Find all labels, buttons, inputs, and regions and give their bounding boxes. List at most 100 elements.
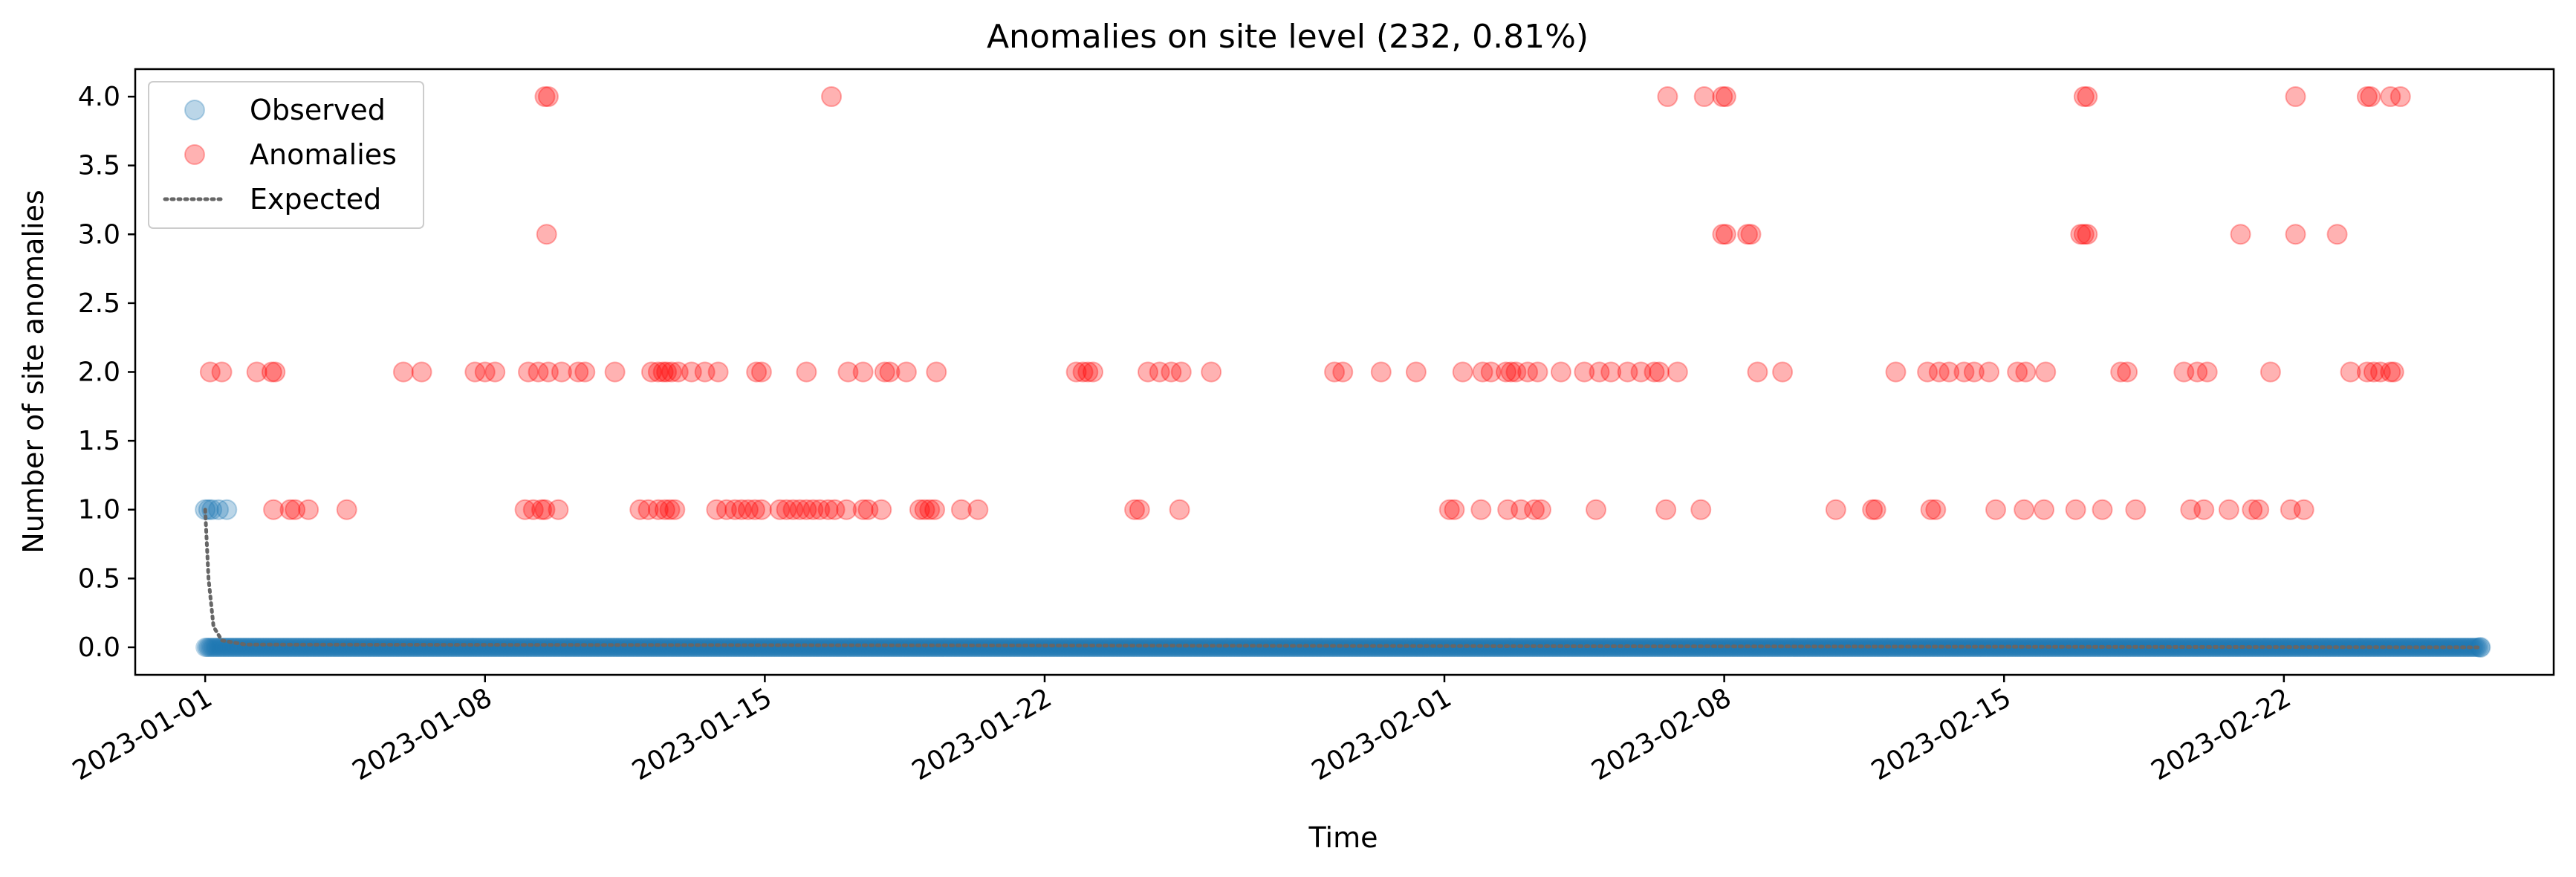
observed-point xyxy=(815,637,835,657)
observed-point xyxy=(253,637,273,657)
observed-point xyxy=(645,637,665,657)
observed-point xyxy=(2129,637,2149,657)
observed-point xyxy=(744,637,765,657)
observed-point xyxy=(1253,637,1273,657)
observed-point xyxy=(1621,637,1641,657)
observed-point xyxy=(932,637,951,657)
anomaly-point xyxy=(817,499,839,520)
observed-point xyxy=(725,637,745,657)
observed-point xyxy=(633,637,653,657)
observed-point xyxy=(2155,637,2176,657)
anomaly-point xyxy=(776,499,797,520)
observed-point xyxy=(1534,637,1554,657)
observed-point xyxy=(1667,637,1687,657)
observed-point xyxy=(1493,637,1513,657)
observed-point xyxy=(929,637,950,657)
anomaly-point xyxy=(852,499,874,520)
observed-point xyxy=(770,637,790,657)
anomaly-point xyxy=(2285,224,2306,245)
anomaly-point xyxy=(263,499,285,520)
anomaly-point xyxy=(661,361,682,383)
observed-point xyxy=(936,637,956,657)
observed-point xyxy=(940,637,960,657)
observed-point xyxy=(1233,637,1253,657)
observed-point xyxy=(495,637,515,657)
observed-point xyxy=(606,637,626,657)
observed-point xyxy=(453,637,473,657)
observed-point xyxy=(264,637,284,657)
observed-point xyxy=(1186,637,1206,657)
observed-point xyxy=(1781,637,1801,657)
observed-point xyxy=(1727,637,1748,657)
observed-point xyxy=(1399,637,1419,657)
observed-point xyxy=(285,637,305,657)
observed-point xyxy=(570,637,590,657)
observed-point xyxy=(1120,637,1140,657)
observed-point xyxy=(464,637,484,657)
observed-point xyxy=(810,637,830,657)
observed-point xyxy=(2182,637,2202,657)
anomaly-point xyxy=(919,499,941,520)
observed-point xyxy=(638,637,658,657)
anomaly-point xyxy=(1065,361,1087,383)
observed-point xyxy=(888,637,908,657)
observed-point xyxy=(207,637,227,657)
observed-point xyxy=(580,637,600,657)
observed-point xyxy=(2470,637,2491,657)
y-tick-label: 1.5 xyxy=(78,426,120,456)
observed-point xyxy=(417,637,437,657)
observed-point xyxy=(1091,637,1112,657)
observed-point xyxy=(536,637,557,657)
observed-point xyxy=(953,637,973,657)
observed-point xyxy=(831,637,851,657)
y-tick-label: 4.0 xyxy=(78,82,120,112)
observed-point xyxy=(398,637,418,657)
observed-point xyxy=(392,637,412,657)
observed-point xyxy=(272,637,292,657)
anomaly-point xyxy=(744,499,765,520)
observed-point xyxy=(1386,637,1406,657)
observed-point xyxy=(2283,637,2303,657)
observed-point xyxy=(418,637,438,657)
observed-point xyxy=(1774,637,1794,657)
observed-point xyxy=(825,637,845,657)
observed-point xyxy=(1011,637,1031,657)
observed-point xyxy=(775,637,795,657)
observed-point xyxy=(868,637,888,657)
observed-point xyxy=(593,637,613,657)
observed-point xyxy=(308,637,328,657)
anomaly-point xyxy=(654,499,675,520)
observed-point xyxy=(960,637,980,657)
observed-point xyxy=(372,637,392,657)
observed-point xyxy=(664,637,684,657)
anomaly-point xyxy=(1324,361,1346,383)
observed-point xyxy=(1019,637,1039,657)
observed-point xyxy=(337,637,357,657)
anomaly-point xyxy=(1470,499,1492,520)
observed-point xyxy=(279,637,299,657)
observed-point xyxy=(200,637,220,657)
observed-point xyxy=(905,637,925,657)
anomaly-point xyxy=(285,499,306,520)
observed-point xyxy=(723,637,743,657)
observed-point xyxy=(927,637,947,657)
observed-point xyxy=(1144,637,1164,657)
observed-point xyxy=(875,637,895,657)
observed-point xyxy=(865,637,885,657)
anomaly-point xyxy=(514,499,536,520)
observed-point xyxy=(906,637,927,657)
x-tick-label: 2023-01-01 xyxy=(68,682,218,786)
x-axis: 2023-01-01 2023-01-08 2023-01-15 2023-01-22… xyxy=(68,675,2296,786)
observed-point xyxy=(655,637,675,657)
observed-point xyxy=(287,637,307,657)
observed-point xyxy=(626,637,646,657)
observed-point xyxy=(1486,637,1506,657)
observed-point xyxy=(650,637,670,657)
observed-point xyxy=(255,637,275,657)
observed-point xyxy=(773,637,794,657)
observed-point xyxy=(688,637,708,657)
observed-point xyxy=(307,637,327,657)
x-tick-label: 2023-01-22 xyxy=(907,682,1057,786)
observed-point xyxy=(696,637,716,657)
observed-point xyxy=(300,637,320,657)
